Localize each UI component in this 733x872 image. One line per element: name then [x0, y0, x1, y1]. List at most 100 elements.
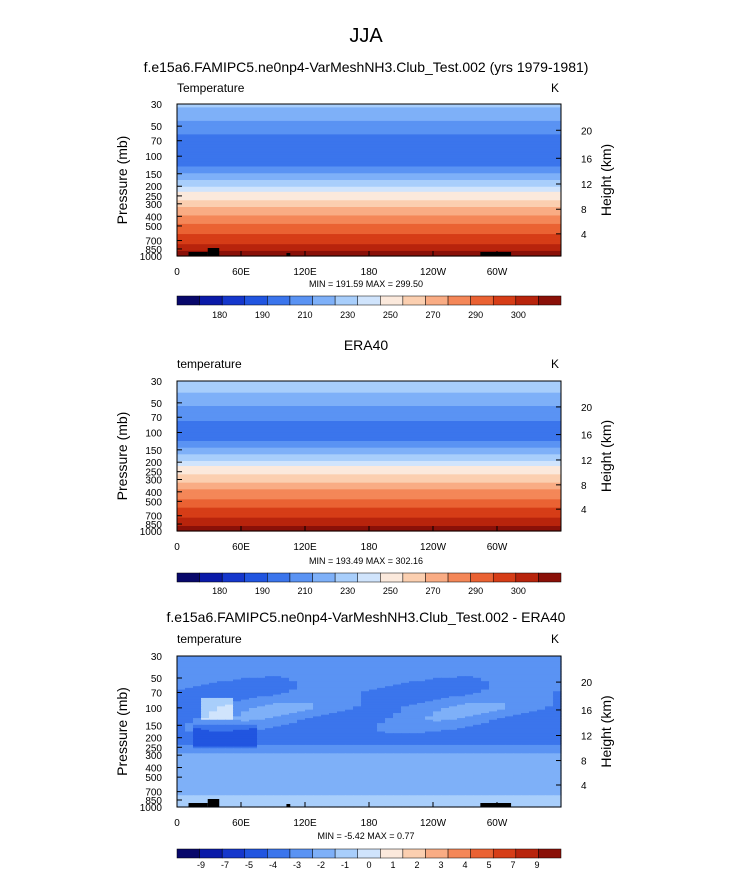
heatmap-cell — [457, 659, 466, 662]
heatmap-cell — [497, 731, 506, 734]
heatmap-cell — [177, 783, 186, 786]
heatmap-cell — [265, 659, 274, 662]
heatmap-cell — [401, 741, 410, 744]
heatmap-cell — [281, 704, 290, 707]
heatmap-cell — [209, 708, 218, 711]
heatmap-cell — [201, 753, 210, 756]
heatmap-cell — [497, 679, 506, 682]
heatmap-cell — [529, 682, 538, 686]
heatmap-cell — [297, 778, 306, 781]
heatmap-cell — [201, 746, 210, 749]
heatmap-cell — [185, 738, 194, 741]
heatmap-cell — [537, 656, 546, 659]
heatmap-cell — [241, 687, 250, 691]
heatmap-cell — [193, 704, 202, 707]
heatmap-cell — [465, 738, 474, 741]
heatmap-cell — [273, 798, 282, 801]
heatmap-cell — [353, 718, 362, 721]
heatmap-cell — [377, 676, 386, 679]
heatmap-cell — [505, 793, 514, 796]
heatmap-cell — [273, 765, 282, 768]
heatmap-cell — [441, 776, 450, 780]
heatmap-band — [177, 382, 561, 385]
heatmap-cell — [361, 773, 370, 776]
heatmap-cell — [385, 661, 394, 664]
heatmap-cell — [449, 699, 458, 702]
heatmap-cell — [241, 736, 250, 739]
heatmap-cell — [201, 672, 210, 676]
heatmap-cell — [409, 719, 418, 723]
heatmap-cell — [281, 669, 290, 672]
heatmap-cell — [545, 753, 554, 756]
heatmap-cell — [265, 718, 274, 721]
heatmap-cell — [537, 696, 546, 699]
heatmap-cell — [337, 768, 346, 771]
heatmap-cell — [305, 701, 314, 704]
heatmap-cell — [185, 674, 194, 677]
heatmap-cell — [553, 801, 562, 805]
heatmap-cell — [281, 805, 290, 808]
heatmap-band — [177, 419, 561, 422]
heatmap-cell — [377, 803, 386, 806]
heatmap-cell — [281, 672, 290, 676]
heatmap-cell — [305, 760, 314, 763]
heatmap-cell — [385, 753, 394, 756]
heatmap-cell — [201, 718, 210, 721]
heatmap-cell — [537, 726, 546, 729]
heatmap-cell — [497, 713, 506, 716]
heatmap-cell — [409, 699, 418, 702]
heatmap-cell — [273, 713, 282, 716]
heatmap-cell — [233, 672, 242, 676]
heatmap-cell — [417, 761, 426, 764]
heatmap-cell — [433, 741, 442, 744]
heatmap-cell — [225, 681, 234, 684]
heatmap-cell — [265, 751, 274, 754]
heatmap-cell — [481, 694, 490, 697]
heatmap-cell — [305, 775, 314, 778]
heatmap-cell — [481, 718, 490, 721]
heatmap-cell — [409, 780, 418, 783]
heatmap-cell — [241, 754, 250, 758]
heatmap-cell — [313, 659, 322, 662]
heatmap-cell — [417, 753, 426, 756]
heatmap-cell — [305, 699, 314, 702]
heatmap-cell — [521, 748, 530, 751]
heatmap-cell — [369, 723, 378, 726]
heatmap-cell — [289, 724, 298, 728]
heatmap-cell — [353, 728, 362, 731]
heatmap-cell — [361, 662, 370, 665]
heatmap-cell — [457, 682, 466, 686]
heatmap-cell — [521, 801, 530, 805]
heatmap-cell — [345, 686, 354, 689]
heatmap-cell — [401, 702, 410, 706]
heatmap-cell — [513, 748, 522, 751]
heatmap-cell — [297, 669, 306, 672]
heatmap-cell — [401, 743, 410, 746]
heatmap-cell — [409, 749, 418, 753]
heatmap-cell — [201, 778, 210, 781]
heatmap-cell — [481, 773, 490, 776]
heatmap-cell — [417, 713, 426, 716]
heatmap-cell — [497, 681, 506, 684]
heatmap-cell — [409, 795, 418, 798]
heatmap-cell — [417, 783, 426, 786]
heatmap-cell — [449, 795, 458, 798]
heatmap-cell — [537, 684, 546, 687]
heatmap-cell — [305, 684, 314, 687]
heatmap-cell — [329, 692, 338, 696]
heatmap-cell — [529, 701, 538, 704]
heatmap-cell — [217, 756, 226, 759]
heatmap-cell — [505, 766, 514, 770]
heatmap-cell — [393, 691, 402, 694]
heatmap-cell — [449, 666, 458, 669]
colorbar-label: -9 — [197, 860, 205, 870]
heatmap-band — [177, 509, 561, 512]
heatmap-cell — [201, 783, 210, 786]
heatmap-cell — [377, 711, 386, 714]
heatmap-cell — [553, 708, 562, 711]
heatmap-cell — [249, 729, 258, 733]
heatmap-cell — [257, 702, 266, 706]
heatmap-cell — [313, 763, 322, 766]
heatmap-cell — [321, 761, 330, 764]
heatmap-cell — [553, 718, 562, 721]
